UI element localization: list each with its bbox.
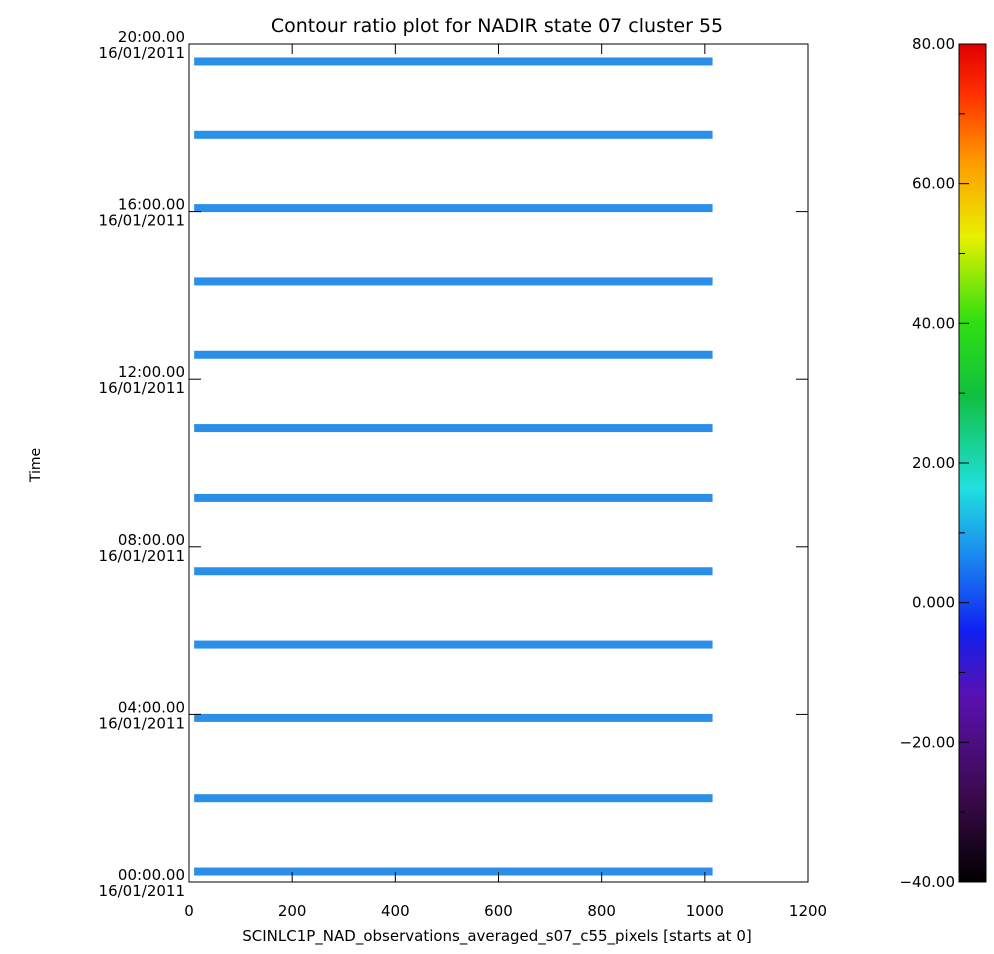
y-axis-label: Time — [28, 448, 44, 483]
colorbar-tick-label-6: −40.00 — [899, 873, 955, 891]
y-tick-date-4: 16/01/2011 — [99, 212, 185, 230]
observation-bars — [194, 57, 713, 876]
observation-bar-10 — [194, 130, 713, 139]
observation-bar-3 — [194, 640, 713, 649]
y-tick-time-1: 04:00.00 — [118, 698, 185, 716]
colorbar-tick-label-1: 60.00 — [912, 175, 955, 193]
x-tick-label-1: 200 — [278, 902, 307, 920]
observation-bar-6 — [194, 424, 713, 433]
y-tick-time-3: 12:00.00 — [118, 363, 185, 381]
observation-bar-1 — [194, 794, 713, 803]
y-tick-date-2: 16/01/2011 — [99, 547, 185, 565]
x-tick-label-0: 0 — [184, 902, 194, 920]
observation-bar-11 — [194, 57, 713, 66]
y-tick-time-2: 08:00.00 — [118, 531, 185, 549]
y-tick-date-1: 16/01/2011 — [99, 714, 185, 732]
observation-bar-9 — [194, 204, 713, 213]
x-axis-label: SCINLC1P_NAD_observations_averaged_s07_c… — [242, 927, 751, 946]
observation-bar-5 — [194, 493, 713, 502]
y-axis-ticks — [189, 43, 808, 883]
x-tick-label-6: 1200 — [789, 902, 827, 920]
x-tick-label-4: 800 — [587, 902, 616, 920]
x-axis-ticks — [188, 44, 809, 882]
plot-frame — [188, 43, 809, 883]
y-tick-time-4: 16:00.00 — [118, 196, 185, 214]
colorbar-ticks — [959, 43, 969, 883]
colorbar-tick-label-5: −20.00 — [899, 733, 955, 751]
chart-title: Contour ratio plot for NADIR state 07 cl… — [271, 15, 723, 37]
x-axis-tick-labels: 0 200 400 600 800 1000 1200 — [184, 902, 827, 920]
y-tick-date-3: 16/01/2011 — [99, 379, 185, 397]
y-tick-time-5: 20:00.00 — [118, 28, 185, 46]
colorbar-tick-label-3: 20.00 — [912, 454, 955, 472]
observation-bar-2 — [194, 713, 713, 722]
observation-bar-7 — [194, 350, 713, 359]
colorbar-tick-label-2: 40.00 — [912, 314, 955, 332]
y-tick-date-0: 16/01/2011 — [99, 882, 185, 900]
observation-bar-0 — [194, 867, 713, 876]
x-tick-label-2: 400 — [381, 902, 410, 920]
observation-bar-8 — [194, 277, 713, 286]
colorbar-tick-label-0: 80.00 — [912, 35, 955, 53]
colorbar-tick-labels: 80.00 60.00 40.00 20.00 0.000 −20.00 −40.00 — [899, 35, 955, 891]
y-axis-tick-labels: 00:00.0016/01/201104:00.0016/01/201108:0… — [99, 28, 185, 900]
observation-bar-4 — [194, 567, 713, 576]
y-tick-date-5: 16/01/2011 — [99, 44, 185, 62]
x-tick-label-5: 1000 — [686, 902, 724, 920]
y-tick-time-0: 00:00.00 — [118, 866, 185, 884]
x-tick-label-3: 600 — [484, 902, 513, 920]
colorbar-tick-label-4: 0.000 — [912, 594, 955, 612]
